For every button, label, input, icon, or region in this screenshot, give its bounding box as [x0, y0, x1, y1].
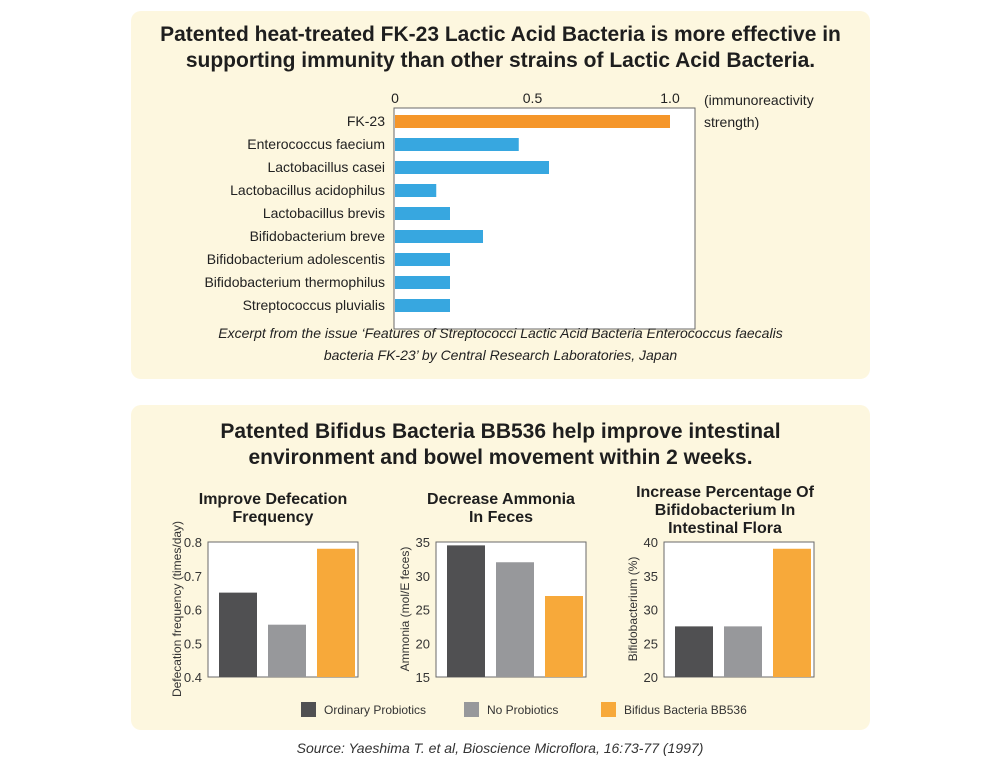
panel-title-line-2: environment and bowel movement within 2 … — [248, 446, 753, 469]
y-tick-label: 20 — [416, 636, 430, 651]
category-label: Enterococcus faecium — [247, 136, 385, 152]
y-tick-label: 0.5 — [184, 636, 202, 651]
y-tick-label: 25 — [416, 603, 430, 618]
intestinal-panel: Patented Bifidus Bacteria BB536 help imp… — [131, 405, 870, 730]
panel-title-line-2: supporting immunity than other strains o… — [185, 49, 816, 72]
bifido-title-line-2: Bifidobacterium In — [654, 502, 796, 519]
source-citation: Source: Yaeshima T. et al, Bioscience Mi… — [296, 740, 704, 756]
y-tick-label: 30 — [416, 569, 430, 584]
category-label: Lactobacillus acidophilus — [230, 182, 385, 198]
bar — [317, 548, 355, 677]
bar — [773, 548, 811, 677]
bar — [395, 207, 450, 220]
panel-title-line-1: Patented Bifidus Bacteria BB536 help imp… — [220, 420, 781, 443]
bar — [268, 624, 306, 677]
legend-item-ordinary: Ordinary Probiotics — [301, 702, 426, 717]
bar — [496, 562, 534, 677]
legend-swatch-light-gray — [464, 702, 479, 717]
bar — [395, 161, 549, 174]
y-tick-label: 35 — [644, 569, 658, 584]
immunoreactivity-bar-chart: 0 0.5 1.0 (immunoreactivity strength) FK-23 En… — [204, 90, 814, 330]
panel-title: Patented Bifidus Bacteria BB536 help imp… — [131, 419, 870, 471]
defecation-title-line-1: Improve Defecation — [198, 491, 348, 508]
category-label: Lactobacillus casei — [267, 159, 385, 175]
legend-item-no-probiotics: No Probiotics — [464, 702, 558, 717]
legend-label: Bifidus Bacteria BB536 — [624, 702, 747, 717]
bar — [545, 596, 583, 677]
y-axis-label-group: Ammonia (mol/E feces) — [398, 547, 412, 672]
x-tick-label: 0.5 — [523, 90, 543, 106]
defecation-title-line-2: Frequency — [232, 509, 314, 526]
y-tick-label: 35 — [416, 535, 430, 550]
category-label: Lactobacillus brevis — [263, 205, 385, 221]
y-tick-label: 25 — [644, 636, 658, 651]
bifidobacterium-chart-title: Increase Percentage Of Bifidobacterium I… — [615, 484, 835, 538]
x-tick-label: 0 — [391, 90, 399, 106]
category-label: FK-23 — [347, 113, 385, 129]
y-axis-label: Bifidobacterium (%) — [626, 557, 640, 662]
legend-label: Ordinary Probiotics — [324, 702, 427, 717]
ammonia-chart-title: Decrease Ammonia In Feces — [391, 491, 611, 527]
legend-label: No Probiotics — [487, 702, 559, 717]
category-label: Streptococcus pluvialis — [243, 297, 385, 313]
bifido-title-line-3: Intestinal Flora — [668, 520, 782, 537]
ammonia-title-line-1: Decrease Ammonia — [427, 491, 575, 508]
y-tick-label: 0.8 — [184, 535, 202, 550]
bar — [395, 138, 519, 151]
bar — [395, 230, 483, 243]
y-tick-label: 15 — [416, 670, 430, 685]
y-tick-label: 0.7 — [184, 569, 202, 584]
legend-item-bb536: Bifidus Bacteria BB536 — [601, 702, 747, 717]
y-axis-label: Defecation frequency (times/day) — [170, 521, 184, 697]
ammonia-title-line-2: In Feces — [468, 509, 534, 526]
y-axis-label-group: Bifidobacterium (%) — [626, 557, 640, 662]
immunity-panel: Patented heat-treated FK-23 Lactic Acid … — [131, 11, 870, 379]
category-label: Bifidobacterium thermophilus — [204, 274, 385, 290]
caption-line-1: Excerpt from the issue ‘Features of Stre… — [218, 325, 783, 341]
bar — [395, 184, 437, 197]
legend-swatch-orange — [601, 702, 616, 717]
bar — [675, 626, 713, 677]
y-axis-label-group: Defecation frequency (times/day) — [170, 521, 184, 697]
bifido-title-line-1: Increase Percentage Of — [636, 484, 814, 501]
x-axis-label: (immunoreactivity — [704, 92, 814, 108]
chart-caption: Excerpt from the issue ‘Features of Stre… — [131, 322, 870, 366]
bar — [219, 592, 257, 677]
bar — [395, 276, 450, 289]
category-label: Bifidobacterium adolescentis — [207, 251, 385, 267]
panel-title: Patented heat-treated FK-23 Lactic Acid … — [131, 22, 870, 74]
bar — [724, 626, 762, 677]
y-tick-label: 0.4 — [184, 670, 202, 685]
y-tick-label: 0.6 — [184, 603, 202, 618]
panel-title-line-1: Patented heat-treated FK-23 Lactic Acid … — [160, 23, 841, 46]
y-axis-label: Ammonia (mol/E feces) — [398, 547, 412, 672]
legend-swatch-dark-gray — [301, 702, 316, 717]
bar — [395, 253, 450, 266]
caption-line-2: bacteria FK-23’ by Central Research Labo… — [323, 347, 678, 363]
y-tick-label: 20 — [644, 670, 658, 685]
defecation-chart-title: Improve Defecation Frequency — [163, 491, 383, 527]
category-label: Bifidobacterium breve — [250, 228, 386, 244]
x-tick-label: 1.0 — [660, 90, 680, 106]
y-tick-label: 40 — [644, 535, 658, 550]
bar — [447, 545, 485, 677]
bar — [395, 299, 450, 312]
y-tick-label: 30 — [644, 603, 658, 618]
x-axis-label: strength) — [704, 114, 759, 130]
bar — [395, 115, 670, 128]
